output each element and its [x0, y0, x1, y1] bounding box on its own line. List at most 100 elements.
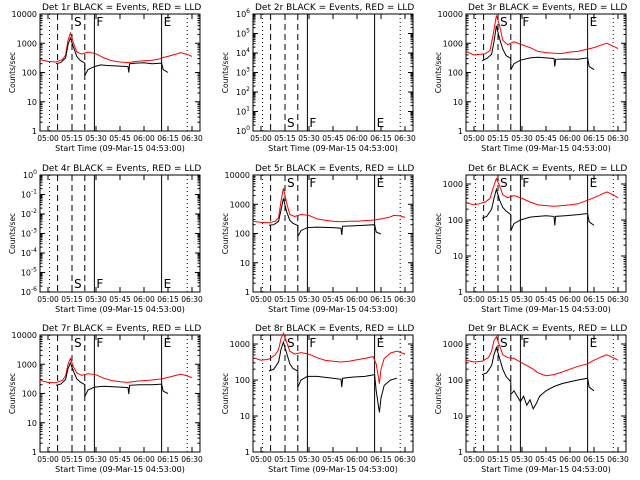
x-tick-label: 05:45 [109, 134, 131, 143]
marker-label: F [522, 15, 529, 29]
y-tick-label: 1 [32, 127, 37, 136]
y-tick-label: 104 [236, 47, 250, 58]
y-tick-label: 1 [458, 288, 463, 297]
x-tick-label: 05:00 [463, 295, 485, 304]
x-tick-label: 06:00 [346, 455, 368, 464]
y-axis-label: Counts/sec [434, 213, 443, 254]
x-tick-label: 05:30 [298, 134, 320, 143]
panel-title: Det 4r BLACK = Events, RED = LLD [42, 164, 201, 174]
x-tick-label: 05:00 [250, 134, 272, 143]
x-tick-label: 05:00 [250, 455, 272, 464]
x-axis-label: Start Time (09-Mar-15 04:53:00) [55, 305, 185, 314]
events-series-line [55, 36, 169, 76]
y-tick-label: 10-6 [21, 286, 37, 297]
y-tick-label: 1000 [443, 340, 463, 349]
x-tick-label: 06:15 [370, 295, 392, 304]
marker-label: S [500, 176, 508, 190]
y-tick-label: 1000 [17, 360, 37, 369]
marker-label: E [164, 336, 172, 350]
x-tick-label: 05:30 [85, 134, 107, 143]
x-tick-label: 06:00 [559, 134, 581, 143]
x-tick-label: 05:15 [274, 134, 296, 143]
y-tick-label: 100 [235, 230, 250, 239]
x-tick-label: 06:30 [181, 295, 203, 304]
chart-panel: Det 4r BLACK = Events, RED = LLD 10-6 10-5… [8, 164, 203, 314]
events-series-line [55, 361, 169, 397]
y-tick-label: 10 [240, 412, 250, 421]
x-tick-label: 05:15 [61, 455, 83, 464]
x-tick-label: 06:15 [157, 455, 179, 464]
lld-series-line [465, 15, 619, 56]
marker-label: E [590, 176, 598, 190]
y-axis-label: Counts/sec [8, 213, 17, 254]
y-tick-label: 10 [453, 98, 463, 107]
panel-title: Det 7r BLACK = Events, RED = LLD [42, 324, 201, 334]
x-tick-label: 05:15 [274, 295, 296, 304]
y-tick-label: 100 [235, 376, 250, 385]
y-tick-label: 10 [27, 98, 37, 107]
marker-label: F [96, 336, 103, 350]
x-tick-label: 06:00 [559, 455, 581, 464]
x-tick-label: 05:00 [463, 455, 485, 464]
x-tick-label: 06:15 [583, 455, 605, 464]
plot-frame [252, 13, 414, 132]
plot-frame [252, 174, 414, 293]
y-tick-label: 101 [236, 106, 250, 117]
y-axis-label: Counts/sec [221, 52, 230, 93]
lld-series-line [465, 335, 619, 377]
y-tick-label: 10-4 [21, 247, 37, 258]
x-tick-label: 05:30 [298, 295, 320, 304]
y-tick-label: 10 [240, 259, 250, 268]
x-tick-label: 06:30 [607, 295, 629, 304]
x-tick-label: 05:15 [274, 455, 296, 464]
panel-title: Det 1r BLACK = Events, RED = LLD [42, 3, 201, 13]
marker-label: E [590, 336, 598, 350]
y-tick-label: 100 [448, 69, 463, 78]
events-series-line [481, 187, 595, 232]
chart-panel: Det 1r BLACK = Events, RED = LLD 1 10 100 10… [8, 3, 203, 153]
x-tick-label: 06:15 [370, 455, 392, 464]
marker-label: E [164, 277, 172, 291]
panel-title: Det 9r BLACK = Events, RED = LLD [468, 324, 627, 334]
y-tick-label: 100 [448, 376, 463, 385]
y-tick-label: 103 [236, 67, 250, 78]
lld-series-line [39, 31, 193, 64]
y-tick-label: 1 [245, 288, 250, 297]
x-axis-label: Start Time (09-Mar-15 04:53:00) [481, 144, 611, 153]
x-axis-label: Start Time (09-Mar-15 04:53:00) [55, 144, 185, 153]
marker-label: E [164, 15, 172, 29]
y-tick-label: 10000 [225, 171, 250, 180]
x-tick-label: 05:45 [109, 455, 131, 464]
y-axis-label: Counts/sec [434, 52, 443, 93]
x-tick-label: 06:30 [607, 134, 629, 143]
x-tick-label: 06:00 [133, 295, 155, 304]
y-axis-label: Counts/sec [8, 52, 17, 93]
y-tick-label: 1 [458, 448, 463, 457]
x-tick-label: 05:30 [85, 455, 107, 464]
y-tick-label: 105 [236, 28, 250, 39]
marker-label: S [287, 336, 295, 350]
panel-title: Det 2r BLACK = Events, RED = LLD [255, 3, 414, 13]
x-tick-label: 06:30 [607, 455, 629, 464]
x-tick-label: 05:45 [535, 134, 557, 143]
y-tick-label: 100 [236, 125, 250, 136]
panel-title: Det 8r BLACK = Events, RED = LLD [255, 324, 414, 334]
y-tick-label: 1000 [443, 39, 463, 48]
y-tick-label: 10 [27, 419, 37, 428]
marker-label: F [96, 277, 103, 291]
marker-label: E [377, 336, 385, 350]
panel-title: Det 5r BLACK = Events, RED = LLD [255, 164, 414, 174]
chart-panel: Det 9r BLACK = Events, RED = LLD 1 10 100 10… [434, 324, 629, 474]
marker-label: F [309, 176, 316, 190]
y-axis-label: Counts/sec [434, 373, 443, 414]
x-tick-label: 06:00 [346, 134, 368, 143]
lld-series-line [252, 188, 406, 224]
x-tick-label: 05:00 [250, 295, 272, 304]
x-tick-label: 06:30 [181, 455, 203, 464]
y-axis-label: Counts/sec [221, 373, 230, 414]
marker-label: F [309, 116, 316, 130]
x-tick-label: 05:15 [61, 134, 83, 143]
x-tick-label: 05:15 [487, 455, 509, 464]
marker-label: F [522, 336, 529, 350]
